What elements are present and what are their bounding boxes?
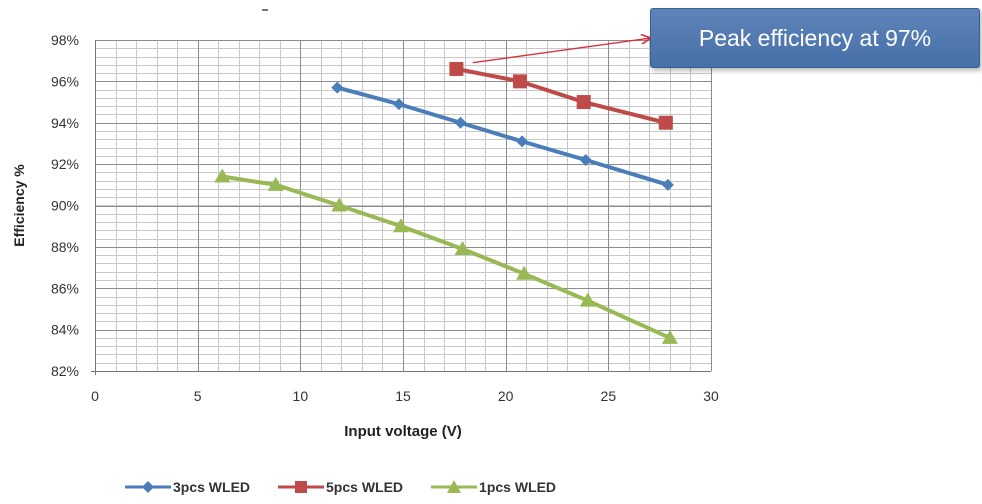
x-tick-label: 15: [395, 388, 411, 404]
x-axis-title: Input voltage (V): [344, 423, 462, 440]
data-point-square: [513, 74, 528, 89]
x-tick-label: 30: [703, 388, 719, 404]
legend-item: 1pcs WLED: [431, 479, 556, 495]
data-point-triangle: [392, 218, 409, 233]
legend-marker-triangle: [447, 480, 462, 493]
data-point-triangle: [516, 265, 533, 280]
x-tick-label: 5: [194, 388, 202, 404]
data-point-triangle: [579, 292, 596, 307]
data-point-triangle: [454, 240, 471, 255]
y-tick-label: 82%: [51, 363, 79, 379]
legend-label: 5pcs WLED: [326, 479, 404, 495]
x-tick-label: 10: [293, 388, 309, 404]
annotation-arrow: [472, 38, 651, 64]
data-point-diamond: [661, 178, 674, 191]
data-point-triangle: [214, 168, 231, 183]
legend-item: 5pcs WLED: [278, 479, 403, 495]
legend-item: 3pcs WLED: [125, 479, 250, 495]
x-tick-label: 25: [601, 388, 617, 404]
series-line: [454, 66, 668, 125]
data-point-square: [576, 95, 591, 110]
legend-marker-diamond: [142, 481, 154, 493]
x-tick-label: 20: [498, 388, 514, 404]
data-point-square: [658, 115, 673, 130]
data-point-triangle: [267, 176, 284, 191]
data-point-diamond: [454, 116, 467, 129]
data-point-square: [449, 61, 464, 76]
y-tick-label: 88%: [51, 239, 79, 255]
legend-swatch: [431, 480, 478, 493]
data-point-triangle: [661, 329, 678, 344]
y-tick-label: 84%: [51, 322, 79, 338]
y-tick-label: 96%: [51, 73, 79, 89]
chart-legend: 3pcs WLED 5pcs WLED 1pcs WLED: [125, 476, 556, 498]
series-3pcs-wled: [331, 81, 674, 191]
data-point-diamond: [392, 98, 405, 111]
y-tick-label: 94%: [51, 115, 79, 131]
data-point-diamond: [516, 135, 529, 148]
series-line: [220, 174, 672, 340]
peak-efficiency-callout: Peak efficiency at 97%: [650, 8, 980, 68]
series-5pcs-wled: [449, 61, 673, 130]
data-point-triangle: [331, 197, 348, 212]
legend-label: 3pcs WLED: [173, 479, 251, 495]
y-tick-label: 92%: [51, 156, 79, 172]
legend-swatch: [125, 481, 171, 493]
y-axis-title: Efficiency %: [11, 164, 27, 247]
y-tick-label: 90%: [51, 198, 79, 214]
y-tick-label: 86%: [51, 280, 79, 296]
data-point-diamond: [331, 81, 344, 94]
series-line: [335, 85, 670, 187]
data-point-diamond: [579, 153, 592, 166]
series-1pcs-wled: [214, 168, 678, 344]
legend-swatch: [278, 481, 325, 493]
y-tick-label: 98%: [51, 32, 79, 48]
legend-label: 1pcs WLED: [479, 479, 557, 495]
x-tick-label: 0: [91, 388, 99, 404]
legend-marker-square: [295, 481, 308, 493]
